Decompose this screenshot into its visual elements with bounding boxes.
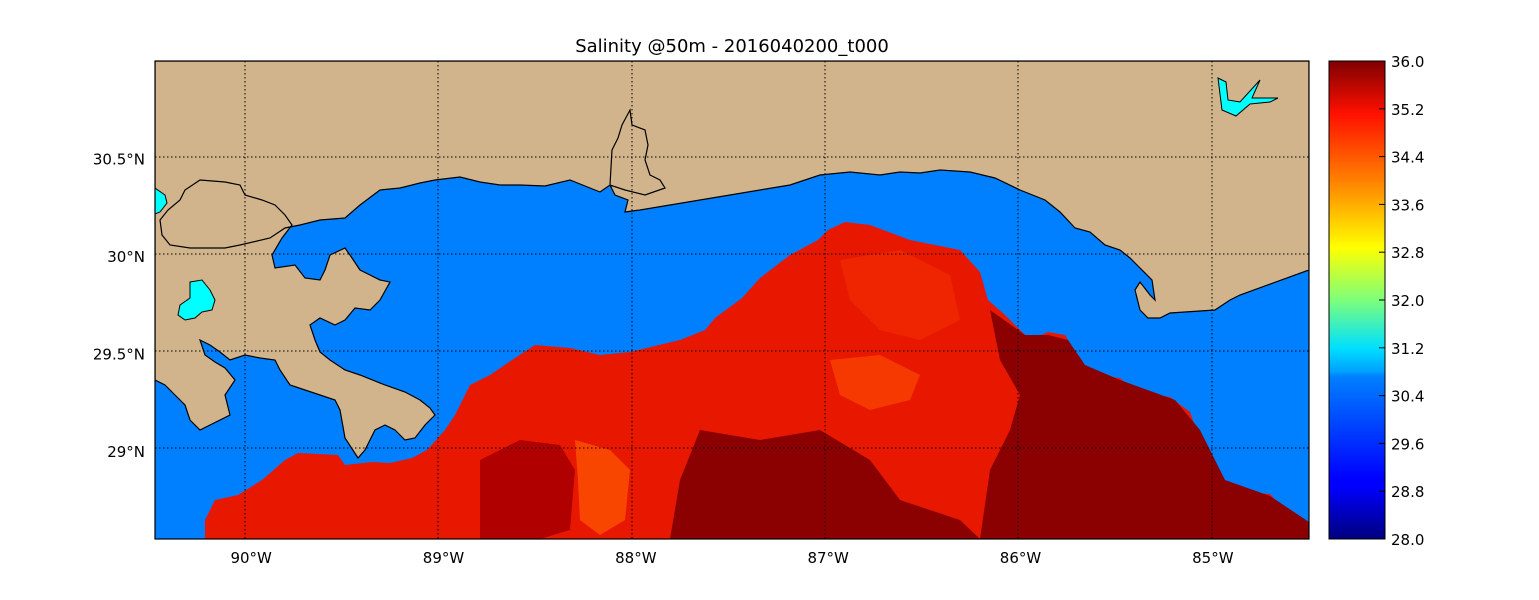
- plot-frame: [154, 60, 1310, 540]
- land: [155, 61, 1309, 459]
- y-tick-label: 29°N: [107, 443, 145, 461]
- y-tick-label: 29.5°N: [93, 346, 145, 364]
- x-tick-label: 90°W: [230, 549, 272, 567]
- colorbar-ticks: 28.0 28.8 29.6 30.4 31.2 32.0 32.8 33.6 34.4 35.2…: [1379, 53, 1424, 549]
- lake-central: [177, 279, 216, 321]
- colorbar-tick-label: 35.2: [1391, 101, 1424, 119]
- colorbar-tick-label: 28.0: [1391, 531, 1424, 549]
- x-tick-label: 85°W: [1192, 549, 1234, 567]
- lake-west: [155, 187, 168, 215]
- colorbar-tick-label: 33.6: [1391, 196, 1424, 214]
- colorbar-tick-label: 32.8: [1391, 244, 1424, 262]
- salinity-patch-orange: [575, 440, 630, 535]
- colorbar: [1328, 60, 1386, 540]
- salinity-patch-central: [670, 430, 980, 539]
- salinity-patch-west: [480, 440, 575, 539]
- lake-east: [1217, 77, 1279, 117]
- x-tick-label: 86°W: [1000, 549, 1042, 567]
- map-title: Salinity @50m - 2016040200_t000: [575, 36, 889, 57]
- colorbar-tick-label: 34.4: [1391, 149, 1424, 167]
- grid-lines: [155, 61, 1309, 539]
- x-tick-label: 88°W: [615, 549, 657, 567]
- colorbar-tick-label: 36.0: [1391, 53, 1424, 71]
- salinity-patch-orange-2: [830, 355, 920, 410]
- colorbar-tick-label: 31.2: [1391, 340, 1424, 358]
- salinity-swirl: [840, 250, 960, 340]
- colorbar-tick-label: 32.0: [1391, 292, 1424, 310]
- y-tick-label: 30°N: [107, 248, 145, 266]
- x-tick-label: 89°W: [423, 549, 465, 567]
- y-tick-label: 30.5°N: [93, 151, 145, 169]
- colorbar-tick-label: 28.8: [1391, 483, 1424, 501]
- colorbar-tick-label: 29.6: [1391, 435, 1424, 453]
- colorbar-tick-label: 30.4: [1391, 388, 1424, 406]
- x-axis-ticks: 90°W 89°W 88°W 87°W 86°W 85°W: [230, 549, 1233, 567]
- x-tick-label: 87°W: [807, 549, 849, 567]
- salinity-patch-east: [980, 310, 1309, 539]
- y-axis-ticks: 30.5°N 30°N 29.5°N 29°N: [93, 151, 145, 462]
